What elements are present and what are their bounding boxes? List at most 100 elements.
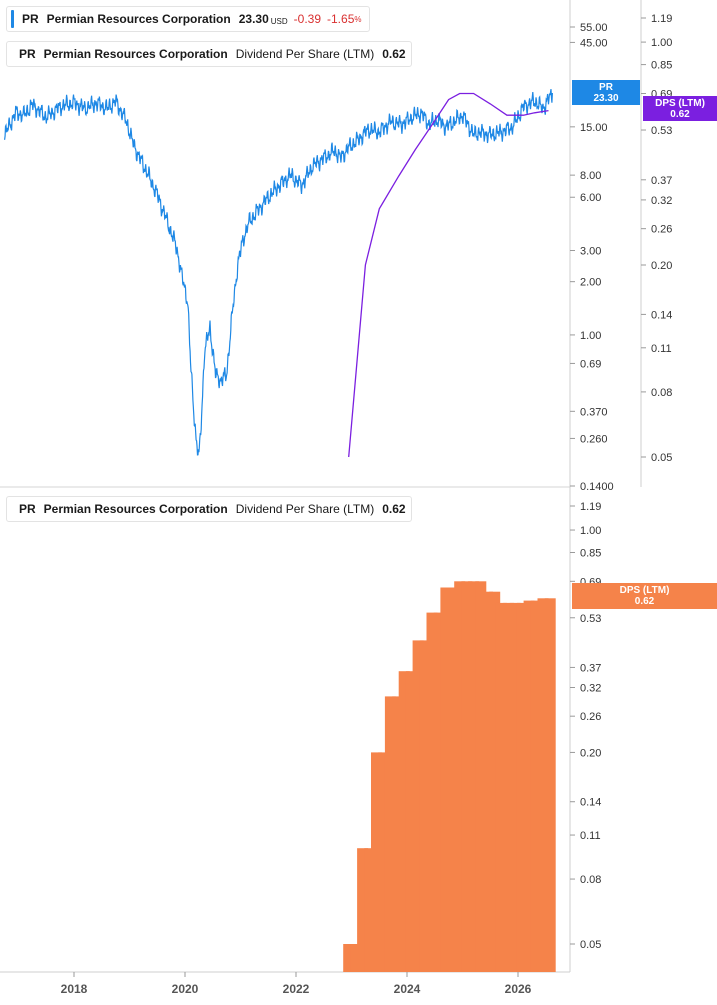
dps-bar: [419, 640, 431, 972]
left-y-tick-label: 45.00: [580, 37, 608, 49]
price-legend[interactable]: PR Permian Resources Corporation 23.30 U…: [6, 6, 370, 32]
dps-bar: [468, 581, 480, 972]
bottom-y-tick-label: 1.00: [580, 525, 601, 537]
dps-bar: [433, 612, 445, 972]
price-tag-value: 23.30: [593, 92, 619, 104]
dps-bar: [357, 848, 369, 972]
dps-bar: [530, 600, 542, 972]
dps-bar: [461, 581, 473, 972]
bottom-y-tick-label: 0.32: [580, 682, 601, 694]
right-y-tick-label: 0.37: [651, 175, 672, 187]
left-y-tick-label: 0.1400: [580, 481, 614, 493]
right-y-tick-label: 0.05: [651, 452, 672, 464]
dps-bar: [398, 671, 410, 972]
price-tag-label: PR: [599, 81, 613, 93]
right-y-tick-label: 0.85: [651, 60, 672, 72]
dps-bar: [440, 587, 452, 972]
dps-legend-top-metric: Dividend Per Share (LTM): [235, 47, 375, 61]
right-y-tick-label: 0.14: [651, 309, 672, 321]
x-tick-label: 2018: [61, 982, 88, 996]
dps-bar: [371, 752, 382, 972]
dps-bar: [495, 602, 507, 972]
dps-legend-bottom-ticker: PR: [19, 502, 36, 516]
bottom-y-tick-label: 0.53: [580, 613, 601, 625]
right-y-tick-label: 1.00: [651, 37, 672, 49]
dps-bar: [489, 591, 501, 972]
x-tick-label: 2022: [283, 982, 310, 996]
dps-bar: [426, 612, 438, 972]
dps-bar: [509, 602, 521, 972]
left-y-tick-label: 6.00: [580, 192, 601, 204]
price-legend-change-pct: -1.65: [327, 12, 355, 26]
bottom-y-tick-label: 1.19: [580, 501, 601, 513]
dps-bar: [544, 598, 556, 972]
dps-tag-top-value: 0.62: [670, 108, 690, 120]
right-y-tick-label: 0.26: [651, 224, 672, 236]
right-y-tick-label: 0.08: [651, 387, 672, 399]
dps-bar: [503, 602, 515, 972]
left-y-tick-label: 0.370: [580, 406, 608, 418]
dps-bar: [405, 671, 417, 972]
dps-tag-top-label: DPS (LTM): [655, 97, 705, 109]
price-legend-swatch: [11, 10, 14, 28]
dps-legend-top-value: 0.62: [382, 47, 406, 61]
bottom-y-tick-label: 0.05: [580, 939, 601, 951]
right-y-tick-label: 1.19: [651, 13, 672, 25]
left-y-tick-label: 15.00: [580, 122, 608, 134]
right-y-tick-label: 0.20: [651, 260, 672, 272]
price-tag: PR 23.30: [572, 80, 640, 105]
bottom-y-tick-label: 0.14: [580, 797, 601, 809]
bottom-y-tick-label: 0.37: [580, 662, 601, 674]
dps-bar: [475, 581, 487, 972]
price-legend-pct-sign: %: [354, 14, 362, 24]
left-y-tick-label: 3.00: [580, 246, 601, 258]
bottom-y-tick-label: 0.11: [580, 830, 601, 842]
price-legend-change: -0.39: [293, 12, 322, 26]
price-legend-price: 23.30: [238, 12, 269, 26]
right-y-tick-label: 0.53: [651, 125, 672, 137]
dps-legend-top[interactable]: PR Permian Resources Corporation Dividen…: [6, 41, 412, 67]
dps-bar: [447, 587, 459, 972]
left-y-axis-ticks: 55.00 45.00 15.00 8.00 6.00 3.00 2.00 1.00 0.69 0…: [570, 22, 614, 493]
dps-bar: [516, 602, 528, 972]
left-y-tick-label: 55.00: [580, 22, 608, 34]
left-y-tick-label: 0.69: [580, 358, 601, 370]
bottom-y-tick-label: 0.26: [580, 711, 601, 723]
dps-bar: [343, 944, 355, 972]
right-y-tick-label: 0.11: [651, 343, 672, 355]
left-y-tick-label: 8.00: [580, 170, 601, 182]
dps-tag-bottom: DPS (LTM) 0.62: [572, 583, 717, 609]
price-legend-currency: USD: [270, 16, 288, 26]
x-tick-label: 2026: [505, 982, 532, 996]
price-legend-name: Permian Resources Corporation: [46, 12, 231, 26]
dps-bar: [523, 600, 535, 972]
dps-legend-bottom-metric: Dividend Per Share (LTM): [235, 502, 375, 516]
left-y-tick-label: 2.00: [580, 277, 601, 289]
top-panel-background: [0, 0, 570, 487]
dps-bar: [392, 696, 404, 972]
dps-tag-bottom-label: DPS (LTM): [619, 585, 670, 596]
left-y-tick-label: 1.00: [580, 330, 601, 342]
dps-legend-bottom-name: Permian Resources Corporation: [43, 502, 228, 516]
bottom-y-tick-label: 0.85: [580, 547, 601, 559]
dps-legend-top-ticker: PR: [19, 47, 36, 61]
left-y-tick-label: 0.260: [580, 433, 608, 445]
dps-series-line: [348, 92, 549, 458]
x-tick-label: 2024: [394, 982, 421, 996]
right-y-tick-label: 0.32: [651, 195, 672, 207]
dps-bars: [343, 581, 556, 972]
dps-bar: [384, 696, 396, 972]
dps-bar: [454, 581, 466, 972]
price-series-line: [4, 89, 553, 456]
dps-legend-bottom[interactable]: PR Permian Resources Corporation Dividen…: [6, 496, 412, 522]
dps-tag-bottom-value: 0.62: [634, 596, 655, 607]
price-legend-ticker: PR: [22, 12, 39, 26]
dps-bar: [364, 848, 376, 972]
dps-bar: [482, 591, 493, 972]
dps-tag-top: DPS (LTM) 0.62: [643, 96, 717, 121]
dps-bar: [378, 752, 390, 972]
right-y-axis-ticks: 1.191.000.850.690.530.370.320.260.200.14…: [641, 13, 672, 464]
bottom-y-axis-ticks: 1.191.000.850.690.530.370.320.260.200.14…: [570, 501, 601, 951]
dps-legend-bottom-value: 0.62: [382, 502, 406, 516]
